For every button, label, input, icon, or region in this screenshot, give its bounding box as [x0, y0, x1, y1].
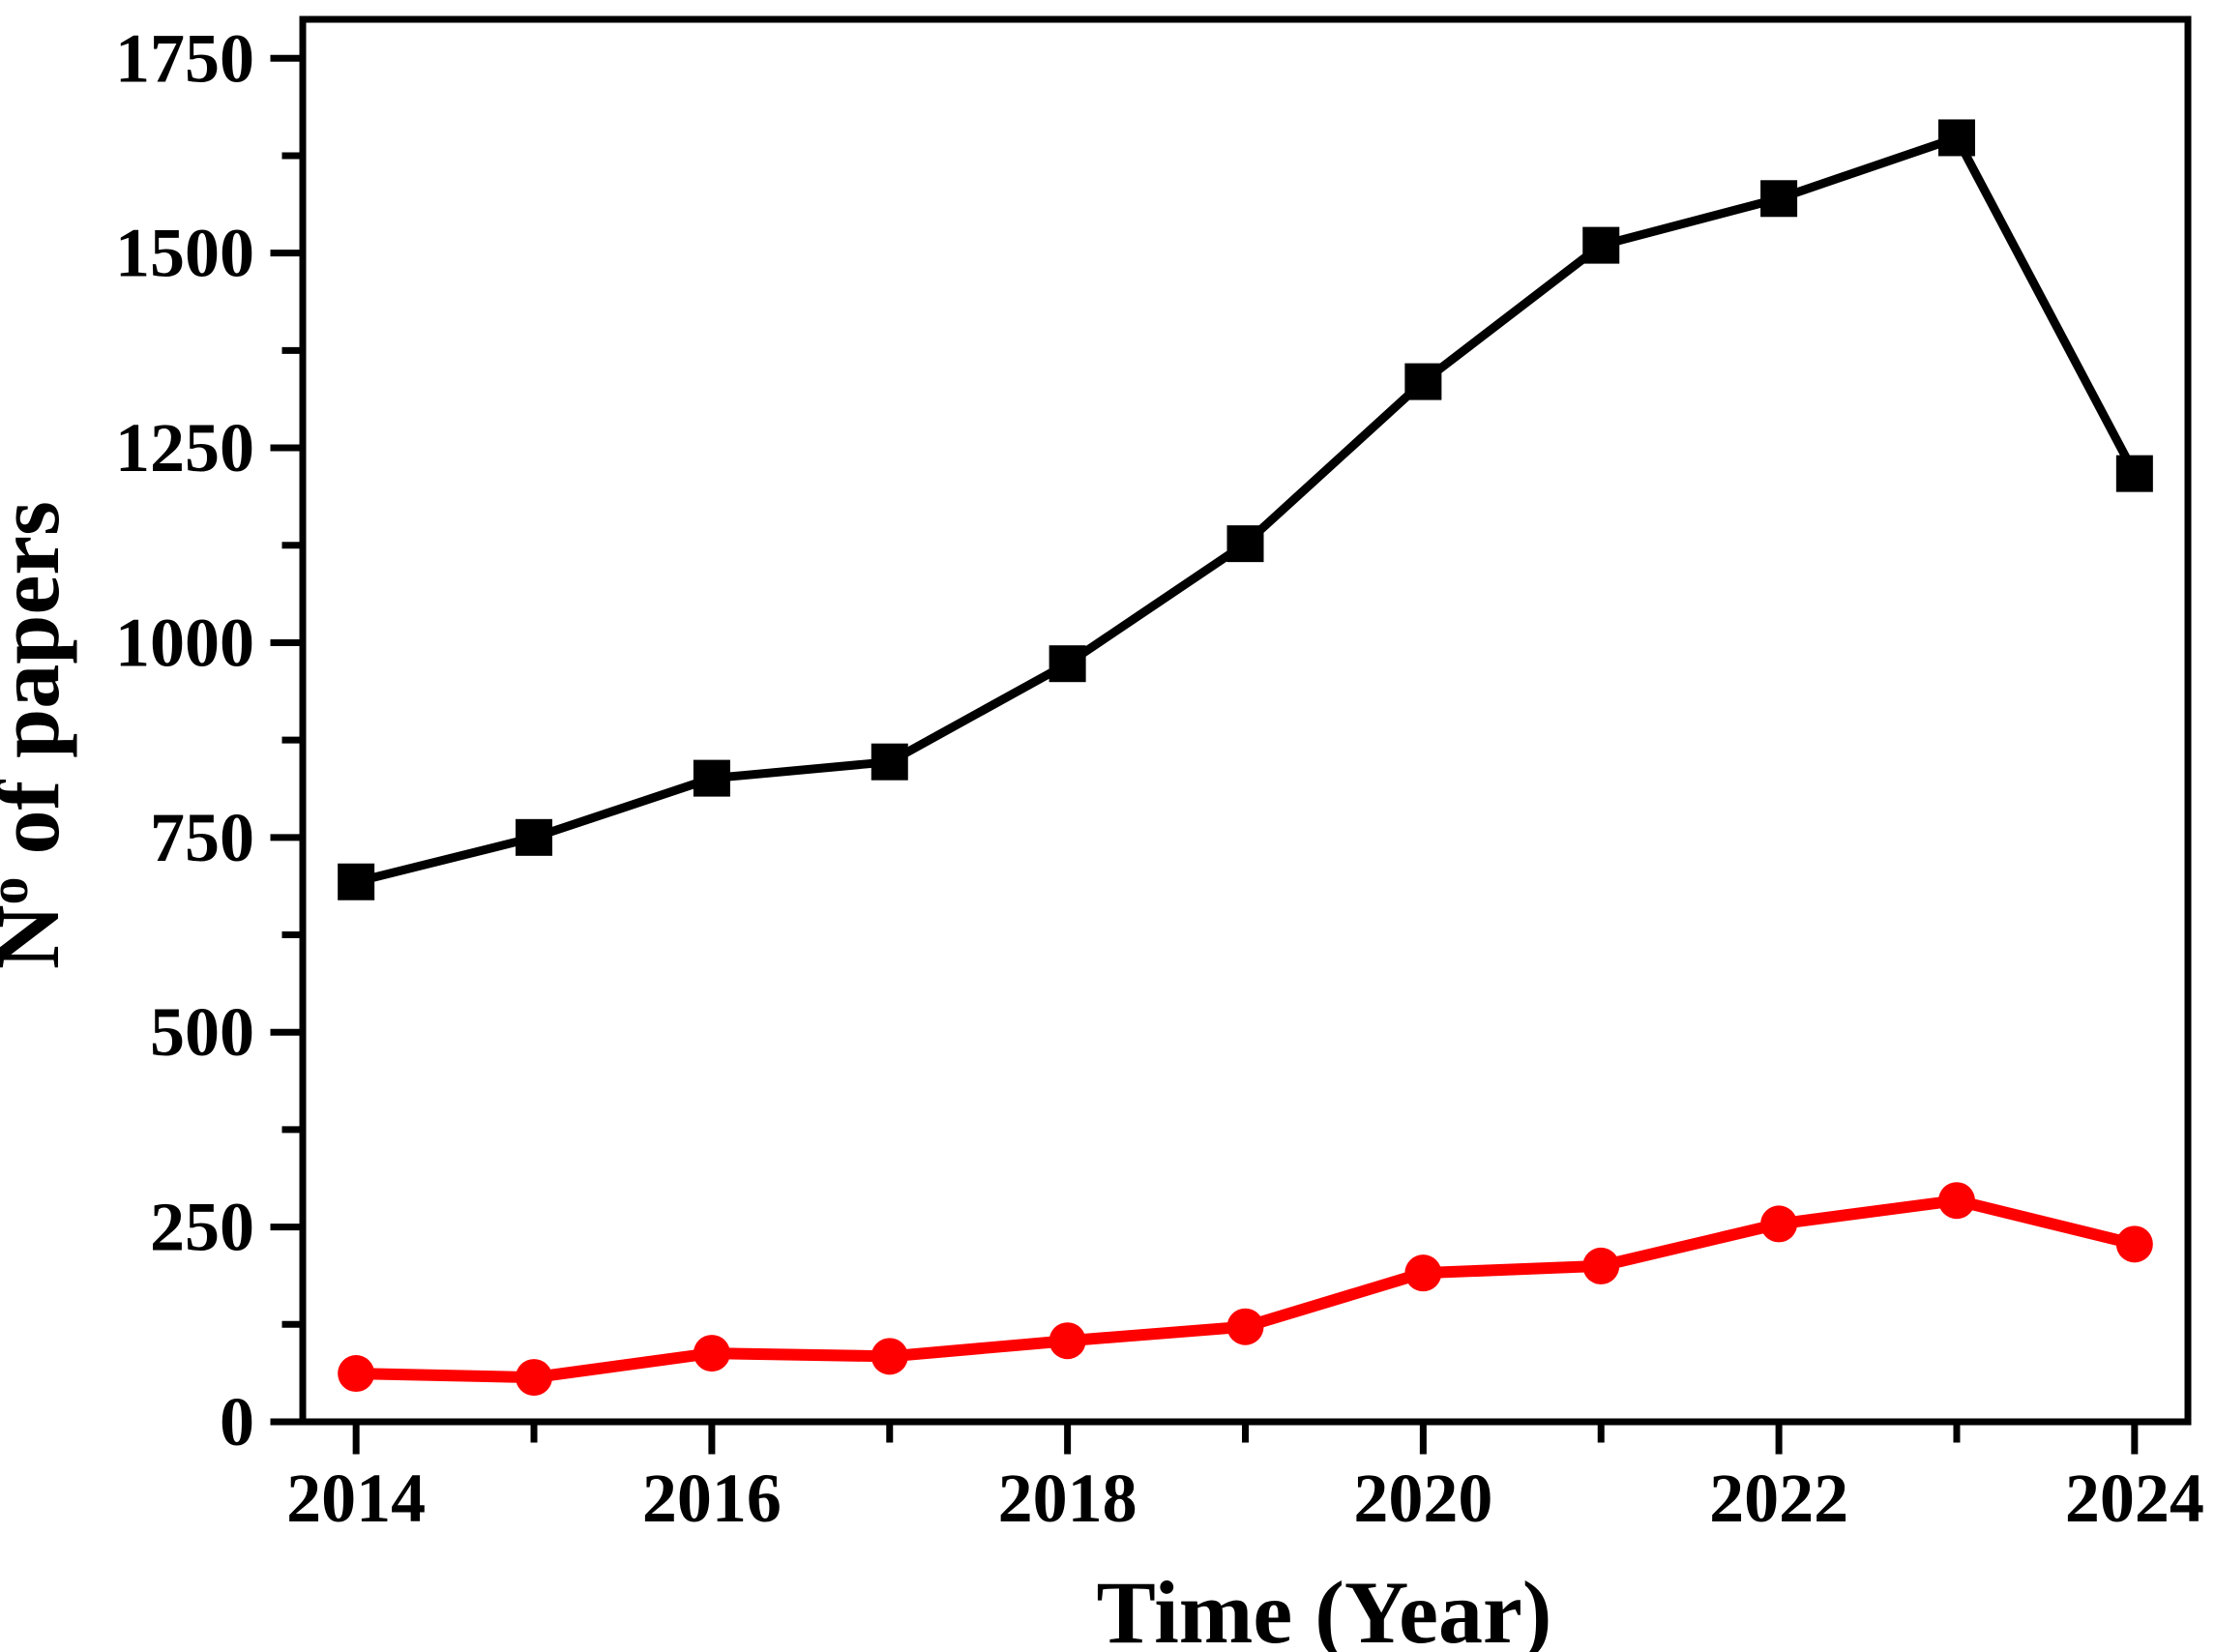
- y-tick-label: 1000: [115, 604, 254, 681]
- black-squares-series-point: [1048, 645, 1086, 683]
- y-tick-label: 250: [150, 1189, 254, 1266]
- black-squares-series-point: [1760, 180, 1798, 218]
- x-axis-title: Time (Year): [1097, 1563, 1552, 1652]
- y-tick-label: 750: [150, 799, 254, 876]
- black-squares-series-point: [1404, 363, 1442, 400]
- y-axis-title: No of papers: [0, 501, 77, 969]
- black-squares-series-point: [1582, 226, 1620, 264]
- x-tick-label: 2018: [998, 1460, 1137, 1537]
- red-circles-series-point: [2115, 1225, 2153, 1263]
- black-squares-series-point: [1226, 525, 1264, 563]
- red-circles-series-line: [356, 1195, 2137, 1384]
- red-circles-series-point: [871, 1338, 908, 1375]
- y-tick-label: 1750: [115, 19, 254, 97]
- x-tick-label: 2016: [642, 1460, 782, 1537]
- x-tick-label: 2014: [286, 1460, 426, 1537]
- red-circles-series-point: [1760, 1205, 1798, 1243]
- y-tick-label: 500: [150, 993, 254, 1071]
- x-tick-label: 2024: [2065, 1460, 2204, 1537]
- red-circles-series-point: [1404, 1254, 1442, 1292]
- red-circles-series-point: [338, 1355, 375, 1393]
- red-circles-series-point: [516, 1359, 553, 1397]
- black-squares-series-point: [338, 863, 375, 900]
- x-tick-label: 2020: [1353, 1460, 1492, 1537]
- red-circles-series-point: [1048, 1322, 1086, 1360]
- black-squares-series-line: [355, 132, 2139, 887]
- red-circles-series-point: [693, 1335, 730, 1372]
- chart-content: 0 250 500 750 1000 1250 1500 1750 2014 2016 2018 20…: [115, 19, 2204, 1537]
- red-circles-series-point: [1582, 1247, 1620, 1284]
- y-tick-label: 1500: [115, 215, 254, 292]
- black-squares-series-point: [516, 818, 553, 856]
- black-squares-series-point: [693, 759, 730, 797]
- y-tick-label: 0: [220, 1383, 254, 1460]
- y-tick-label: 1250: [115, 409, 254, 487]
- black-squares-series-point: [871, 743, 908, 781]
- red-circles-series-point: [1937, 1182, 1975, 1220]
- black-squares-series-point: [2115, 455, 2153, 492]
- red-circles-series-point: [1226, 1308, 1264, 1345]
- plot-border: [299, 15, 2192, 1426]
- black-squares-series-point: [1937, 119, 1975, 157]
- x-tick-label: 2022: [1709, 1460, 1848, 1537]
